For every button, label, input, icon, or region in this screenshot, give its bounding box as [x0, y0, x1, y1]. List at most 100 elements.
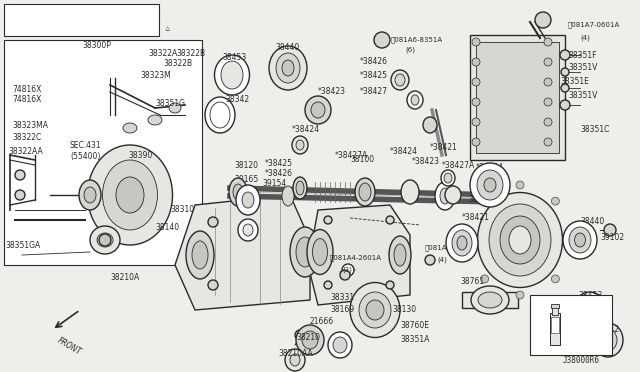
Ellipse shape	[574, 292, 606, 328]
Ellipse shape	[90, 226, 120, 254]
Ellipse shape	[276, 53, 300, 83]
Circle shape	[386, 281, 394, 289]
Circle shape	[516, 291, 524, 299]
Circle shape	[604, 224, 616, 236]
Circle shape	[560, 50, 570, 60]
Circle shape	[99, 234, 111, 246]
Text: 38322B: 38322B	[163, 58, 192, 67]
Circle shape	[472, 38, 480, 46]
Circle shape	[15, 170, 25, 180]
Bar	[552, 307, 558, 315]
Ellipse shape	[395, 74, 405, 86]
Circle shape	[466, 236, 474, 244]
Circle shape	[208, 280, 218, 290]
Ellipse shape	[296, 181, 304, 195]
Text: (6): (6)	[405, 47, 415, 53]
Ellipse shape	[445, 186, 461, 204]
Ellipse shape	[123, 123, 137, 133]
Ellipse shape	[269, 46, 307, 90]
Circle shape	[561, 68, 569, 76]
Ellipse shape	[186, 231, 214, 279]
Ellipse shape	[97, 233, 113, 247]
Ellipse shape	[604, 335, 612, 345]
Text: *38425: *38425	[360, 71, 388, 80]
Text: *38421: *38421	[462, 214, 490, 222]
Ellipse shape	[233, 184, 243, 200]
Ellipse shape	[296, 140, 304, 150]
Ellipse shape	[192, 241, 208, 269]
Text: 38322C: 38322C	[12, 134, 41, 142]
Text: 38440: 38440	[275, 44, 300, 52]
Text: 38310: 38310	[170, 205, 194, 215]
Ellipse shape	[575, 233, 586, 247]
Ellipse shape	[290, 354, 300, 366]
Circle shape	[340, 270, 350, 280]
Text: 38351V: 38351V	[568, 64, 597, 73]
Text: 38210: 38210	[296, 334, 320, 343]
Ellipse shape	[307, 230, 333, 275]
Text: 21666: 21666	[310, 317, 334, 327]
Ellipse shape	[401, 180, 419, 204]
Text: 38210AA: 38210AA	[278, 350, 313, 359]
Text: 38351A: 38351A	[400, 336, 429, 344]
Ellipse shape	[292, 136, 308, 154]
Text: 38323MA: 38323MA	[12, 121, 48, 129]
Text: *38426: *38426	[265, 169, 293, 177]
Text: 74816X: 74816X	[12, 86, 42, 94]
Text: 38351V: 38351V	[568, 90, 597, 99]
Ellipse shape	[563, 221, 597, 259]
Ellipse shape	[169, 103, 181, 113]
Text: Ⓑ081A6-8351A: Ⓑ081A6-8351A	[391, 37, 443, 43]
Circle shape	[481, 197, 489, 205]
Ellipse shape	[593, 323, 623, 357]
Circle shape	[566, 236, 574, 244]
Text: 39154: 39154	[262, 180, 286, 189]
Circle shape	[472, 78, 480, 86]
Ellipse shape	[285, 349, 305, 371]
Text: *38423: *38423	[476, 173, 504, 183]
Ellipse shape	[221, 61, 243, 89]
Bar	[530, 295, 612, 355]
Text: 38120: 38120	[234, 160, 258, 170]
Polygon shape	[308, 205, 410, 305]
Circle shape	[472, 58, 480, 66]
Circle shape	[324, 281, 332, 289]
Circle shape	[561, 84, 569, 92]
Text: 38351C: 38351C	[580, 125, 609, 135]
Circle shape	[544, 138, 552, 146]
Ellipse shape	[389, 236, 411, 274]
Text: 38351F: 38351F	[568, 51, 596, 60]
Circle shape	[481, 275, 489, 283]
Text: 38323M: 38323M	[140, 71, 171, 80]
Text: 38351GA: 38351GA	[5, 241, 40, 250]
Ellipse shape	[441, 170, 455, 186]
Ellipse shape	[205, 97, 235, 133]
Ellipse shape	[355, 178, 375, 206]
Ellipse shape	[350, 282, 400, 337]
Text: Ⓑ081A7-0601A: Ⓑ081A7-0601A	[568, 22, 620, 28]
Text: *38427A: *38427A	[442, 161, 476, 170]
Circle shape	[472, 118, 480, 126]
Ellipse shape	[471, 286, 509, 314]
Text: 38440: 38440	[580, 218, 604, 227]
Ellipse shape	[242, 192, 254, 208]
Ellipse shape	[305, 96, 331, 124]
Circle shape	[208, 217, 218, 227]
Text: *38425: *38425	[265, 158, 293, 167]
Text: J38000R6: J38000R6	[563, 356, 600, 365]
Ellipse shape	[359, 183, 371, 201]
Ellipse shape	[236, 185, 260, 215]
Bar	[550, 313, 560, 345]
Circle shape	[472, 138, 480, 146]
Text: *38424: *38424	[390, 148, 418, 157]
Ellipse shape	[366, 300, 384, 320]
Text: *38427A: *38427A	[335, 151, 368, 160]
Ellipse shape	[311, 102, 325, 118]
Ellipse shape	[328, 332, 352, 358]
Text: 30165: 30165	[234, 176, 259, 185]
Circle shape	[472, 98, 480, 106]
Ellipse shape	[302, 331, 318, 349]
Text: (2): (2)	[342, 267, 352, 273]
Ellipse shape	[509, 226, 531, 254]
Ellipse shape	[599, 329, 617, 351]
